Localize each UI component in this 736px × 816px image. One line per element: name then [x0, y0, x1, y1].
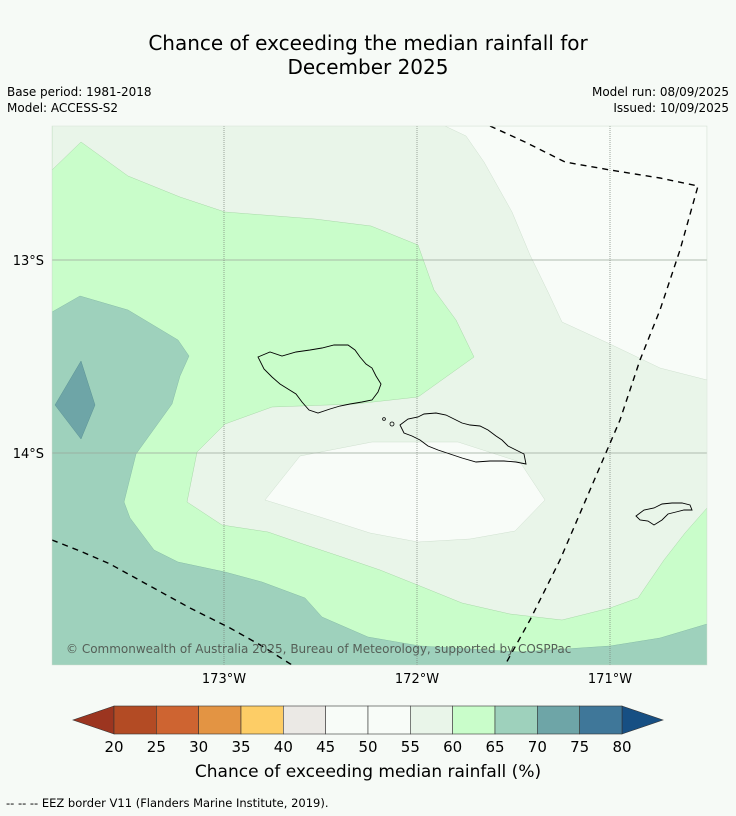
eez-border-east [489, 126, 699, 665]
model-name: Model: ACCESS-S2 [7, 101, 119, 115]
colorbar-tick-label: 75 [570, 738, 589, 756]
zone-50-55-north [444, 126, 707, 381]
meta-right: Model run: 08/09/2025 Issued: 10/09/2025 [592, 84, 729, 116]
title-line-2: December 2025 [287, 55, 449, 79]
island-upolu [399, 412, 527, 465]
model-run: Model run: 08/09/2025 [591, 85, 729, 99]
colorbar-tick-label: 35 [231, 738, 250, 756]
colorbar-title: Chance of exceeding median rainfall (%) [194, 762, 542, 782]
zone-70-75 [54, 360, 96, 440]
zone-60-65 [52, 126, 707, 665]
colorbar-tick-label: 50 [358, 738, 377, 756]
colorbar-extend-high [621, 705, 664, 735]
map-area [52, 126, 707, 665]
colorbar-tick-label: 60 [443, 738, 462, 756]
colorbar-cell [198, 705, 242, 735]
copyright-text: © Commonwealth of Australia 2025, Bureau… [66, 642, 571, 656]
gridlines [52, 126, 707, 665]
colorbar-cell [156, 705, 199, 735]
colorbar-tick-label: 65 [485, 738, 504, 756]
zone-50-55-center [264, 441, 546, 543]
colorbar-tick-label: 25 [147, 738, 166, 756]
colorbar-tick-label: 80 [612, 738, 631, 756]
lat-label-13s: 13°S [13, 254, 44, 269]
eez-border-southwest [52, 539, 293, 665]
colorbar-cell [367, 705, 411, 735]
colorbar-tick-label: 70 [528, 738, 547, 756]
colorbar-cell [113, 705, 157, 735]
eez-footnote: -- -- -- EEZ border V11 (Flanders Marine… [6, 796, 329, 810]
meta-left: Base period: 1981-2018 Model: ACCESS-S2 [7, 84, 152, 116]
base-period: Base period: 1981-2018 [7, 85, 152, 99]
colorbar-cell [537, 705, 580, 735]
lon-label-173w: 173°W [202, 672, 246, 687]
colorbar-tick-label: 40 [274, 738, 293, 756]
colorbar-cell [240, 705, 284, 735]
colorbar-tick-label: 55 [401, 738, 420, 756]
title-line-1: Chance of exceeding the median rainfall … [148, 31, 588, 55]
colorbar-cell [494, 705, 538, 735]
lat-label-14s: 14°S [13, 447, 44, 462]
map-frame [51, 125, 708, 666]
lon-label-171w: 171°W [588, 672, 632, 687]
colorbar-cell [452, 705, 496, 735]
colorbar-tick-label: 45 [316, 738, 335, 756]
island-manono [382, 417, 386, 421]
colorbar-cell [325, 705, 369, 735]
issued-date: Issued: 10/09/2025 [613, 101, 729, 115]
lon-label-172w: 172°W [395, 672, 439, 687]
island-savaii [257, 344, 382, 414]
colorbar-tick-label: 20 [104, 738, 123, 756]
colorbar-cell [579, 705, 623, 735]
colorbar-cell [410, 705, 453, 735]
colorbar-tick-label: 30 [189, 738, 208, 756]
chart-title: Chance of exceeding the median rainfall … [0, 31, 736, 79]
island-apolima [389, 421, 395, 427]
island-tutuila [635, 502, 693, 526]
colorbar-extend-low [72, 705, 115, 735]
colorbar: 20 25 30 35 40 45 50 55 60 65 70 75 80 [72, 705, 664, 756]
colorbar-cell [283, 705, 326, 735]
